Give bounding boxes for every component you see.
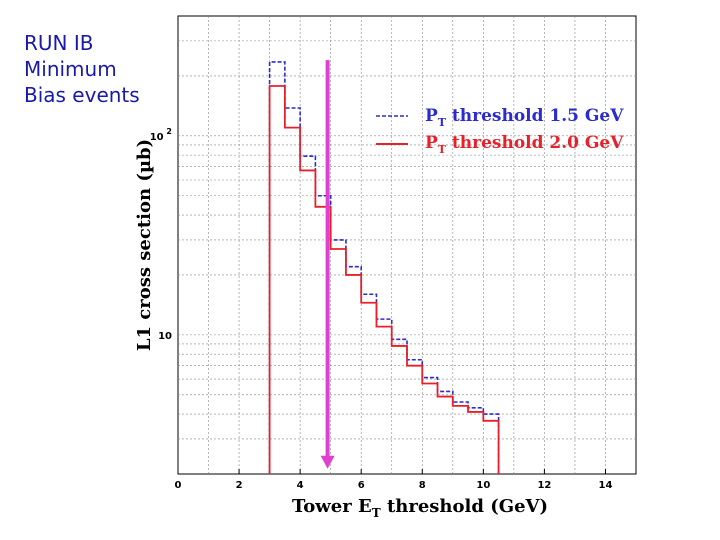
annotation-layer xyxy=(320,60,335,469)
x-tick-label: 0 xyxy=(175,480,182,491)
slide-note-line-1: RUN IB xyxy=(24,31,94,55)
x-tick-label: 14 xyxy=(599,480,613,491)
x-tick-label: 8 xyxy=(419,480,426,491)
x-tick-label: 4 xyxy=(297,480,304,491)
legend-label-pt20: PT threshold 2.0 GeV xyxy=(425,133,624,156)
x-axis-title: Tower ET threshold (GeV) xyxy=(292,496,548,520)
slide-note: RUN IB Minimum Bias events xyxy=(24,30,140,108)
plot-frame xyxy=(177,15,637,475)
series-layer xyxy=(268,61,500,474)
slide-note-line-2: Minimum xyxy=(24,57,117,81)
threshold-arrow-head xyxy=(320,455,335,469)
legend: PT threshold 1.5 GeV PT threshold 2.0 Ge… xyxy=(376,106,624,156)
legend-label-pt15: PT threshold 1.5 GeV xyxy=(425,106,624,129)
y-axis-title: L1 cross section (µb) xyxy=(134,139,155,351)
x-tick-label: 2 xyxy=(236,480,243,491)
slide-note-line-3: Bias events xyxy=(24,83,140,107)
x-tick-label: 12 xyxy=(537,480,551,491)
y-tick-label: 10 2 xyxy=(150,127,172,143)
series-pt15-histogram xyxy=(268,61,500,474)
x-tick-label: 10 xyxy=(476,480,490,491)
y-tick-label: 10 xyxy=(158,331,172,342)
x-tick-label: 6 xyxy=(358,480,365,491)
series-pt20-histogram xyxy=(268,85,500,474)
tick-labels: 0 2 4 6 8 10 12 14 10 2 10 xyxy=(150,127,613,491)
